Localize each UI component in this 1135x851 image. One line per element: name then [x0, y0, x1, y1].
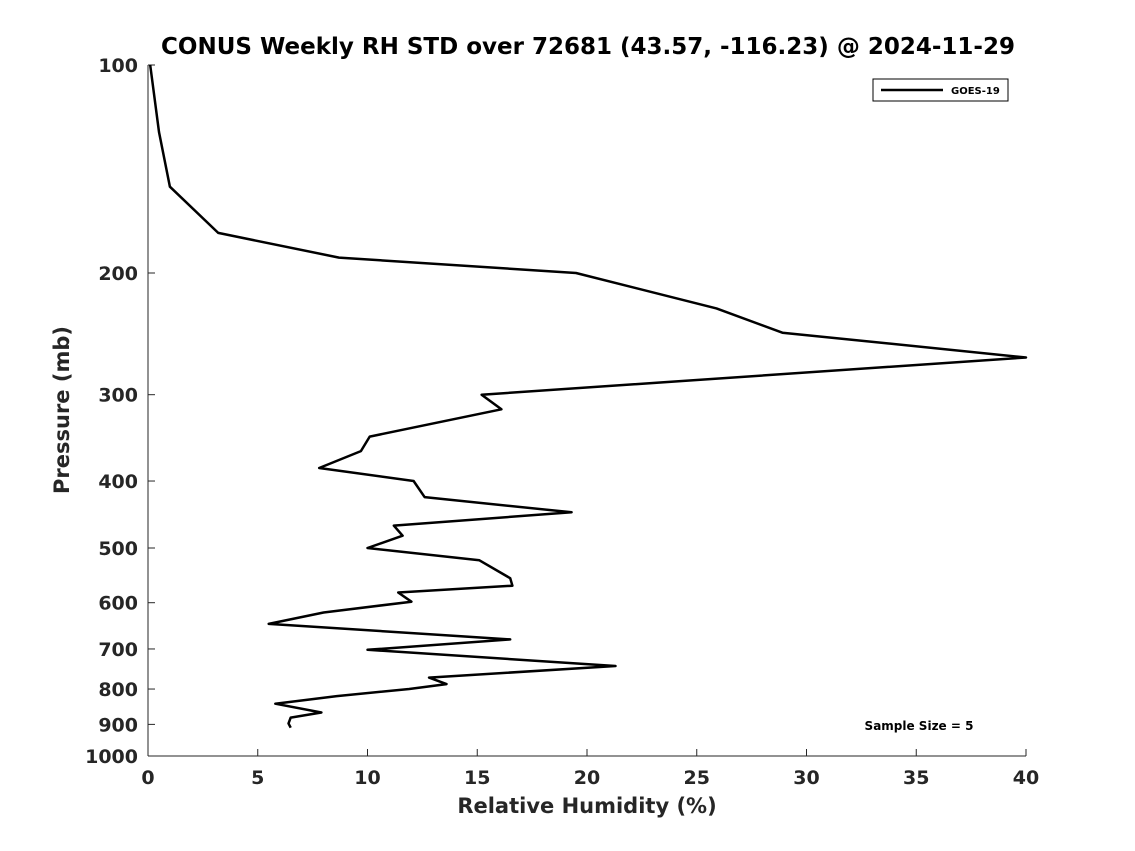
y-ticks: 100 200 300 400 500 600 700 800 900 1000	[85, 55, 155, 768]
y-tick-label: 700	[98, 639, 138, 661]
y-axis-label: Pressure (mb)	[50, 326, 74, 494]
series-line-goes-19	[148, 64, 1028, 729]
y-tick-label: 1000	[85, 746, 138, 768]
x-tick-label: 35	[903, 767, 929, 789]
sample-size-annotation: Sample Size = 5	[865, 719, 974, 733]
x-tick-label: 10	[354, 767, 380, 789]
chart-title: CONUS Weekly RH STD over 72681 (43.57, -…	[161, 34, 1015, 60]
x-tick-label: 25	[684, 767, 710, 789]
series-layer	[148, 64, 1028, 729]
y-tick-label: 200	[98, 263, 138, 285]
x-tick-label: 0	[141, 767, 154, 789]
x-ticks: 0 5 10 15 20 25 30 35 40	[141, 749, 1039, 789]
legend-label: GOES-19	[951, 86, 1000, 97]
y-tick-label: 900	[98, 714, 138, 736]
y-tick-label: 100	[98, 55, 138, 77]
y-tick-label: 300	[98, 385, 138, 407]
legend: GOES-19	[872, 78, 1009, 102]
y-tick-label: 500	[98, 538, 138, 560]
x-tick-label: 20	[574, 767, 600, 789]
y-tick-label: 600	[98, 593, 138, 615]
y-tick-label: 800	[98, 679, 138, 701]
x-axis-label: Relative Humidity (%)	[457, 794, 716, 818]
x-tick-label: 40	[1013, 767, 1039, 789]
x-tick-label: 30	[793, 767, 819, 789]
y-tick-label: 400	[98, 471, 138, 493]
x-tick-label: 15	[464, 767, 490, 789]
x-tick-label: 5	[251, 767, 264, 789]
